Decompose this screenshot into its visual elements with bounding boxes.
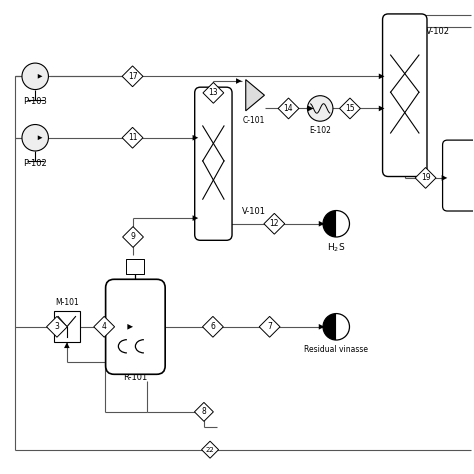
Text: 14: 14 — [284, 104, 293, 113]
Wedge shape — [323, 314, 336, 340]
Text: 8: 8 — [201, 407, 206, 416]
Wedge shape — [323, 210, 336, 237]
Polygon shape — [442, 175, 447, 181]
Polygon shape — [319, 221, 324, 227]
FancyBboxPatch shape — [106, 279, 165, 374]
Text: P-103: P-103 — [23, 97, 47, 106]
Polygon shape — [201, 441, 219, 458]
Wedge shape — [336, 314, 349, 340]
Circle shape — [308, 96, 333, 121]
Polygon shape — [38, 136, 43, 140]
Text: 4: 4 — [102, 322, 107, 331]
Circle shape — [22, 63, 48, 90]
Bar — [127, 259, 145, 273]
Circle shape — [22, 125, 48, 151]
Polygon shape — [192, 135, 198, 141]
Text: R-101: R-101 — [123, 373, 147, 382]
Bar — [54, 311, 80, 342]
Polygon shape — [46, 317, 67, 337]
Polygon shape — [94, 317, 115, 337]
Polygon shape — [38, 74, 43, 79]
Polygon shape — [379, 73, 384, 79]
Polygon shape — [203, 82, 224, 103]
Polygon shape — [64, 342, 70, 348]
Text: 7: 7 — [267, 322, 272, 331]
Text: 9: 9 — [131, 233, 136, 241]
FancyBboxPatch shape — [383, 14, 427, 176]
Text: 19: 19 — [421, 173, 430, 182]
Text: C-101: C-101 — [242, 116, 264, 125]
FancyBboxPatch shape — [443, 140, 474, 211]
Polygon shape — [123, 227, 144, 247]
Text: 22: 22 — [206, 447, 214, 453]
Text: 12: 12 — [270, 219, 279, 228]
Polygon shape — [264, 213, 285, 234]
Text: M-101: M-101 — [55, 298, 79, 307]
Text: P-102: P-102 — [23, 158, 47, 167]
Text: V-101: V-101 — [242, 207, 266, 216]
FancyBboxPatch shape — [195, 87, 232, 240]
Polygon shape — [308, 106, 314, 111]
Polygon shape — [339, 98, 360, 119]
Text: 3: 3 — [55, 322, 59, 331]
Text: 6: 6 — [210, 322, 215, 331]
Polygon shape — [202, 317, 223, 337]
Text: 13: 13 — [209, 88, 218, 97]
Polygon shape — [259, 317, 280, 337]
Text: Residual vinasse: Residual vinasse — [304, 345, 368, 354]
Wedge shape — [336, 210, 349, 237]
Polygon shape — [128, 324, 133, 329]
Polygon shape — [278, 98, 299, 119]
Text: 15: 15 — [345, 104, 355, 113]
Text: 17: 17 — [128, 72, 137, 81]
Polygon shape — [236, 78, 242, 84]
Polygon shape — [122, 128, 143, 148]
Polygon shape — [415, 167, 436, 188]
Text: H$_2$S: H$_2$S — [327, 242, 346, 254]
Polygon shape — [194, 402, 213, 421]
Text: E-102: E-102 — [309, 126, 331, 135]
Text: V-102: V-102 — [426, 27, 450, 36]
Polygon shape — [192, 215, 198, 221]
Polygon shape — [319, 324, 324, 329]
Polygon shape — [379, 106, 384, 111]
Text: 11: 11 — [128, 133, 137, 142]
Polygon shape — [246, 80, 264, 111]
Polygon shape — [122, 66, 143, 87]
